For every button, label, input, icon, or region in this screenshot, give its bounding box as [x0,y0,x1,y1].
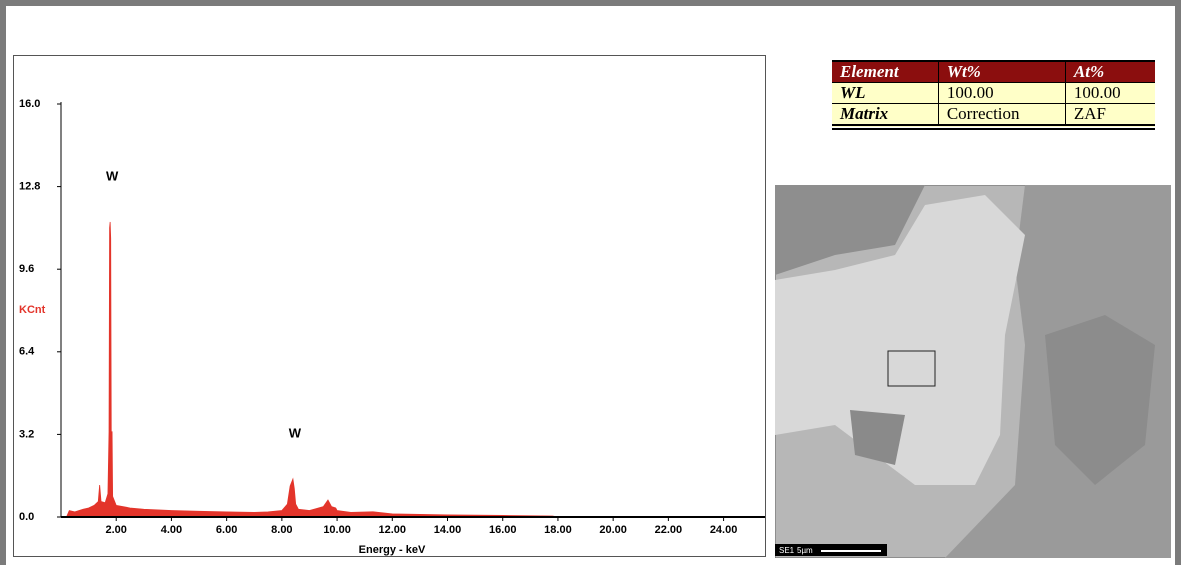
y-tick-label: 16.0 [19,98,40,110]
selection-box [887,350,936,387]
x-tick-label: 22.00 [655,524,683,536]
spectrum-area [65,221,752,518]
x-tick-label: 16.00 [489,524,517,536]
header-cell: Wt% [937,60,1066,83]
y-tick-label: 12.8 [19,181,40,193]
cell: Matrix [832,103,939,127]
sem-image: SE1 5µm [775,185,1171,558]
y-tick-label: 0.0 [19,511,34,523]
cell: WL [832,82,939,104]
caption: SE1 [779,546,795,555]
spectrum-chart: KCnt Energy - keV 0.0 3.2 6.4 9.6 12.8 16.0 2.… [13,55,766,557]
x-tick-label: 12.00 [379,524,407,536]
table-row: WL 100.00 100.00 [832,82,1155,104]
x-tick-label: 10.00 [323,524,351,536]
table-header: Element Wt% At% [832,60,1155,83]
x-tick-label: 6.00 [216,524,237,536]
x-axis-label: Energy - keV [359,544,426,556]
peak-label: W [289,425,302,440]
header-cell: At% [1064,60,1155,83]
dark-region [850,410,905,465]
scale-label: 5µm [797,546,813,555]
x-tick-label: 4.00 [161,524,182,536]
x-tick-label: 8.00 [271,524,292,536]
y-tick-label: 9.6 [19,263,34,275]
cell: ZAF [1064,103,1155,127]
cell: 100.00 [937,82,1066,104]
quant-table: Element Wt% At% WL 100.00 100.00 Matrix Corre… [832,60,1155,130]
dark-region [775,185,925,275]
y-tick-label: 3.2 [19,428,34,440]
x-tick-label: 14.00 [434,524,462,536]
cell: 100.00 [1064,82,1155,104]
x-tick-label: 18.00 [544,524,572,536]
y-axis-label: KCnt [19,304,46,316]
dark-region [1045,315,1155,485]
chart-border [13,55,766,557]
table-row: Matrix Correction ZAF [832,103,1155,127]
peak-label: W [106,168,119,183]
cell: Correction [937,103,1066,127]
x-tick-label: 24.00 [710,524,738,536]
header-cell: Element [832,60,939,83]
x-tick-label: 20.00 [599,524,627,536]
x-tick-label: 2.00 [106,524,127,536]
light-grain [775,195,1025,485]
y-tick-label: 6.4 [19,346,35,358]
